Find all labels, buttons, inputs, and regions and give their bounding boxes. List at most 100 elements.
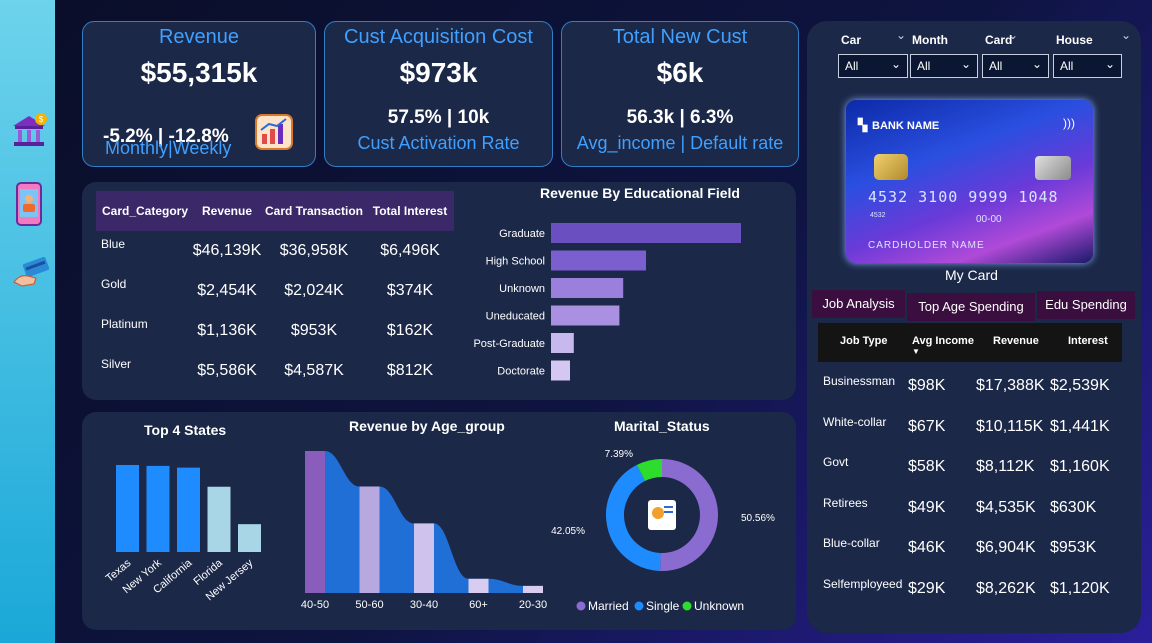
age-bar (359, 486, 380, 593)
tab-edu-spending[interactable]: Edu Spending (1037, 291, 1135, 319)
filter-dropdown-month[interactable]: All ⌄ (910, 54, 978, 78)
age-bar (523, 585, 543, 593)
card-payment-icon[interactable] (10, 256, 50, 294)
chevron-down-icon[interactable]: ⌄ (1008, 28, 1019, 42)
age-tick-label: 40-50 (301, 599, 329, 611)
age-tick-label: 50-60 (355, 599, 383, 611)
col-job-interest[interactable]: Interest (1068, 335, 1108, 347)
donut-value-label: 7.39% (605, 449, 633, 460)
edu-bar-chart: Graduate High School Unknown Uneducated Post… (473, 223, 741, 381)
credit-card[interactable]: BANK NAME ▚ ))) 4532 3100 9999 1048 4532… (846, 100, 1093, 263)
cac-kpi-card: Cust Acquisition Cost $973k 57.5% | 10k … (324, 21, 553, 167)
filter-dropdown-car[interactable]: All ⌄ (838, 54, 908, 78)
cell: $46K (908, 539, 946, 557)
hologram-icon (1035, 156, 1071, 180)
table-row[interactable]: Retirees $49K $4,535K $630K (818, 488, 1122, 529)
legend-label: Unknown (694, 599, 744, 613)
col-avg-income[interactable]: Avg Income (912, 335, 974, 347)
kpi-title: Revenue (158, 26, 240, 48)
col-job-type[interactable]: Job Type (840, 335, 888, 347)
cell: Selfemployeed (823, 576, 903, 591)
certificate-seal-icon (652, 507, 664, 519)
tab-top-age-spending[interactable]: Top Age Spending (907, 293, 1035, 321)
cell: Blue (101, 237, 126, 251)
table-row[interactable]: Businessman $98K $17,388K $2,539K (818, 366, 1122, 407)
donut-slice (606, 464, 662, 571)
filter-label-month: Month (912, 33, 948, 47)
chevron-down-icon: ⌄ (890, 57, 901, 71)
table-row[interactable]: White-collar $67K $10,115K $1,441K (818, 407, 1122, 448)
cell: Platinum (101, 317, 148, 331)
table-row[interactable]: Blue $46,139K $36,958K $6,496K (96, 231, 454, 271)
marital-donut-chart: 50.56% 42.05% 7.39% Married Single Unknown (551, 449, 775, 613)
age-bar (305, 451, 325, 593)
table-row[interactable]: Govt $58K $8,112K $1,160K (818, 447, 1122, 488)
table-row[interactable]: Blue-collar $46K $6,904K $953K (818, 528, 1122, 569)
state-bar (146, 465, 170, 552)
cell: $5,586K (197, 362, 257, 379)
cell: $46,139K (192, 242, 262, 259)
table-row[interactable]: Gold $2,454K $2,024K $374K (96, 271, 454, 311)
cell: $6,904K (976, 539, 1036, 557)
table-row[interactable]: Selfemployeed $29K $8,262K $1,120K (818, 569, 1122, 610)
table-row[interactable]: Platinum $1,136K $953K $162K (96, 311, 454, 351)
contactless-icon: ))) (1063, 116, 1075, 130)
cell: Gold (101, 277, 127, 291)
cell: $67K (908, 417, 946, 435)
table-row[interactable]: Silver $5,586K $4,587K $812K (96, 351, 454, 391)
cell: $4,535K (976, 498, 1036, 516)
cell: $812K (386, 362, 434, 379)
cell: $2,024K (284, 282, 344, 299)
kpi-stats: 57.5% | 10k (387, 107, 490, 128)
kpi-sub: Avg_income | Default rate (576, 133, 784, 153)
legend-marker (682, 601, 692, 611)
cell: $17,388K (976, 377, 1045, 395)
cell: $2,454K (197, 282, 257, 299)
legend-marker (576, 601, 586, 611)
chevron-down-icon[interactable]: ⌄ (1121, 28, 1132, 42)
col-job-revenue[interactable]: Revenue (993, 335, 1039, 347)
filter-label-car: Car (841, 33, 862, 47)
col-revenue[interactable]: Revenue (201, 204, 253, 218)
age-area-chart: 40-50 50-60 30-40 60+ 20-30 (301, 451, 547, 611)
cell: Govt (823, 455, 849, 469)
job-table: Businessman $98K $17,388K $2,539K White-… (818, 366, 1122, 609)
sort-desc-icon[interactable]: ▼ (912, 347, 920, 356)
bank-logo-icon: ▚ (858, 118, 868, 132)
card-valid-thru: 00-00 (976, 214, 1002, 225)
bank-icon[interactable]: $ (10, 112, 48, 150)
edu-bar (551, 305, 620, 326)
chart-growth-icon (253, 112, 295, 159)
filter-dropdown-card[interactable]: All ⌄ (982, 54, 1049, 78)
tab-job-analysis[interactable]: Job Analysis (812, 290, 905, 318)
cell: $1,441K (1050, 417, 1110, 435)
legend-marker (634, 601, 644, 611)
kpi-stats: -5.2% | -12.8% (103, 126, 229, 147)
chevron-down-icon[interactable]: ⌄ (896, 28, 907, 42)
cell: $162K (386, 322, 434, 339)
filter-dropdown-house[interactable]: All ⌄ (1053, 54, 1122, 78)
cell: $1,160K (1050, 458, 1110, 476)
mobile-user-icon[interactable] (10, 182, 48, 226)
cell: $58K (908, 458, 946, 476)
cell: $49K (908, 498, 946, 516)
state-bar (238, 524, 261, 552)
job-table-header-bg (818, 323, 1122, 362)
states-chart-title: Top 4 States (144, 422, 227, 438)
kpi-value: $6k (656, 57, 704, 88)
filter-label-card: Card (985, 33, 1013, 47)
cell: $1,136K (197, 322, 257, 339)
age-bar (414, 523, 434, 593)
cell: $1,120K (1050, 579, 1110, 597)
donut-value-label: 50.56% (741, 513, 775, 524)
edu-bar (551, 360, 570, 381)
cell: $10,115K (976, 417, 1044, 435)
kpi-title: Total New Cust (612, 26, 748, 48)
kpi-title: Cust Acquisition Cost (344, 26, 533, 48)
col-total-interest[interactable]: Total Interest (372, 204, 448, 218)
col-card-category[interactable]: Card_Category (102, 204, 189, 218)
donut-value-label: 42.05% (551, 526, 585, 537)
col-card-transaction[interactable]: Card Transaction (264, 204, 364, 218)
cell: Businessman (823, 374, 896, 388)
cell: $29K (908, 579, 946, 597)
